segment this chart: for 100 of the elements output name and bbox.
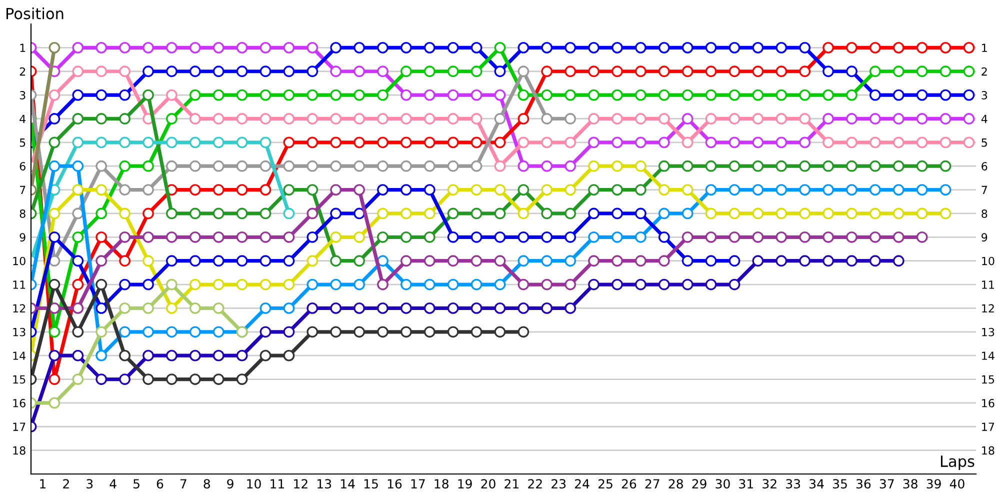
point (518, 113, 530, 124)
point (142, 231, 154, 243)
point (822, 255, 834, 267)
point (728, 89, 740, 101)
point (306, 278, 318, 290)
point (634, 89, 646, 101)
point (236, 42, 248, 54)
y2-tick-label: 6 (982, 162, 988, 170)
point (260, 278, 272, 290)
point (541, 89, 553, 101)
point (166, 278, 178, 290)
point (377, 208, 388, 220)
x-tick-label: 30 (716, 479, 730, 489)
y-tick-label: 17 (13, 422, 26, 431)
point (306, 208, 318, 220)
point (72, 374, 84, 385)
point (541, 66, 553, 78)
point (494, 184, 506, 196)
x-tick-label: 19 (458, 479, 472, 489)
point (330, 278, 342, 290)
point (541, 231, 553, 243)
point (236, 160, 248, 172)
point (189, 231, 201, 243)
point (330, 231, 342, 243)
point (846, 160, 858, 172)
point (400, 113, 412, 124)
point (470, 231, 482, 243)
x-tick-label: 22 (528, 479, 542, 488)
point (260, 302, 272, 314)
point (846, 66, 858, 78)
y2-tick-label: 13 (982, 328, 994, 336)
point (212, 89, 224, 101)
point (705, 113, 717, 124)
point (119, 66, 130, 78)
point (822, 136, 834, 148)
point (846, 89, 858, 101)
point (212, 255, 224, 267)
point (705, 42, 717, 54)
point (354, 302, 365, 314)
point (612, 66, 623, 78)
point (166, 231, 178, 243)
point (470, 89, 482, 101)
point (354, 326, 365, 338)
point (377, 89, 388, 101)
point (377, 66, 388, 78)
point (48, 113, 60, 124)
point (400, 160, 412, 172)
point (354, 66, 365, 78)
point (260, 89, 272, 101)
point (424, 42, 436, 54)
point (658, 184, 670, 196)
point (48, 397, 60, 409)
point (588, 89, 600, 101)
y2-tick-label: 12 (982, 304, 994, 312)
point (48, 136, 60, 148)
point (752, 136, 764, 148)
point (494, 255, 506, 267)
point (72, 302, 84, 314)
point (799, 184, 811, 196)
point (658, 113, 670, 124)
point (189, 350, 201, 362)
point (846, 42, 858, 54)
x-tick-label: 11 (270, 479, 284, 488)
point (682, 255, 694, 267)
point (72, 278, 84, 290)
point (212, 136, 224, 148)
point (705, 231, 717, 243)
point (705, 160, 717, 172)
point (682, 184, 694, 196)
point (728, 255, 740, 267)
point (142, 89, 154, 101)
y-tick-label: 12 (13, 304, 26, 312)
point (776, 66, 788, 78)
x-tick-label: 5 (134, 479, 140, 489)
point (752, 208, 764, 220)
point (869, 136, 881, 148)
x-tick-label: 32 (762, 479, 776, 489)
point (96, 42, 108, 54)
point (48, 160, 60, 172)
point (166, 255, 178, 267)
point (330, 89, 342, 101)
point (283, 89, 295, 101)
x-tick-label: 33 (786, 479, 800, 489)
point (728, 66, 740, 78)
point (940, 160, 952, 172)
point (260, 42, 272, 54)
point (822, 89, 834, 101)
point (470, 136, 482, 148)
y-tick-label: 18 (13, 446, 26, 455)
point (447, 66, 459, 78)
point (447, 302, 459, 314)
point (424, 184, 436, 196)
point (658, 231, 670, 243)
point (400, 278, 412, 290)
point (822, 184, 834, 196)
point (72, 136, 84, 148)
point (541, 278, 553, 290)
point (846, 136, 858, 148)
point (142, 42, 154, 54)
point (283, 326, 295, 338)
